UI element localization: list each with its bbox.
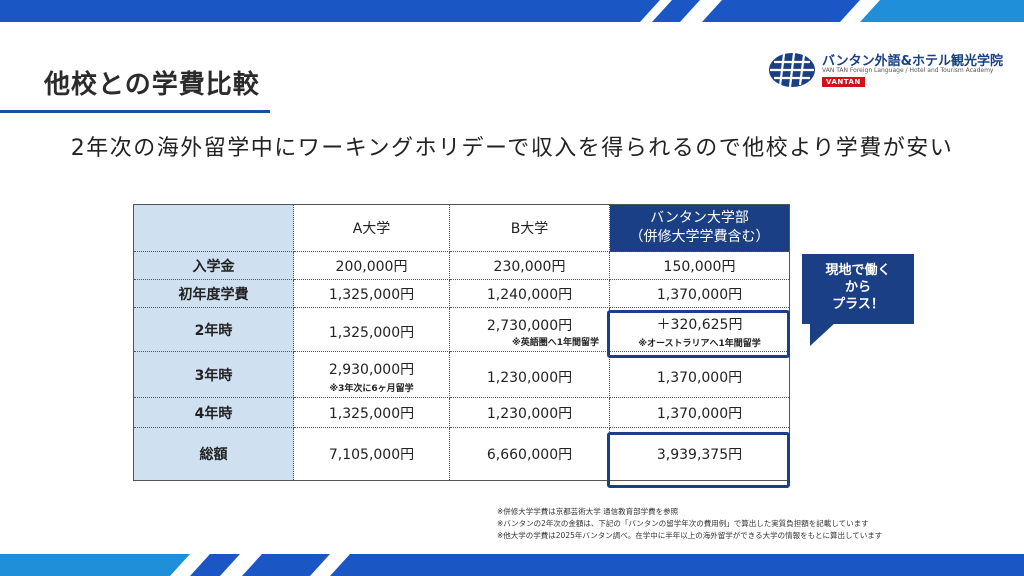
cell-a: 1,325,000円 [293, 397, 450, 428]
cell-b: 2,730,000円 ※英語圏へ1年間留学 [449, 307, 610, 352]
header-blank-cell [133, 204, 294, 252]
callout-bubble: 現地で働く から プラス！ [802, 254, 914, 354]
footnote: ※バンタンの2年次の金額は、下記の「バンタンの留学年次の費用例」で算出した実質負… [497, 519, 869, 528]
cell-vantan: ＋320,625円 ※オーストラリアへ1年間留学 [609, 307, 790, 352]
row-label: 総額 [133, 427, 294, 481]
header-vantan-note: （併修大学学費含む） [629, 229, 770, 245]
table-row: 初年度学費 1,325,000円 1,240,000円 1,370,000円 [133, 279, 790, 308]
header-vantan-name: バンタン大学部 [650, 210, 749, 227]
callout-line: 現地で働く [825, 263, 891, 278]
logo-school-name: バンタン外語&ホテル観光学院 [822, 54, 1003, 69]
table-row: 入学金 200,000円 230,000円 150,000円 [133, 251, 790, 280]
cell-a: 7,105,000円 [293, 427, 450, 481]
cell-b: 1,230,000円 [449, 351, 610, 398]
top-decorative-band [0, 0, 1024, 22]
footnote: ※併修大学学費は京都芸術大学 通信教育部学費を参照 [497, 507, 679, 516]
title-underline [0, 110, 270, 113]
table-header-row: A大学 B大学 バンタン大学部 （併修大学学費含む） [133, 204, 790, 252]
logo-english-name: VAN TAN Foreign Language / Hotel and Tou… [822, 67, 994, 74]
table-row-total: 総額 7,105,000円 6,660,000円 3,939,375円 [133, 427, 790, 481]
cell-b-note: ※英語圏へ1年間留学 [511, 338, 599, 348]
page-subtitle: 2年次の海外留学中にワーキングホリデーで収入を得られるので他校より学費が安い [70, 136, 954, 161]
table-row: 2年時 1,325,000円 2,730,000円 ※英語圏へ1年間留学 ＋32… [133, 307, 790, 352]
header-a-university: A大学 [293, 204, 450, 252]
callout-line: から [844, 280, 871, 295]
header-b-university: B大学 [449, 204, 610, 252]
row-label: 3年時 [133, 351, 294, 398]
cell-b: 1,240,000円 [449, 279, 610, 308]
cell-b: 1,230,000円 [449, 397, 610, 428]
cell-a-value: 2,930,000円 [328, 362, 415, 378]
tuition-comparison-table: A大学 B大学 バンタン大学部 （併修大学学費含む） 入学金 200,000円 … [133, 204, 790, 481]
callout-line: プラス！ [832, 297, 884, 312]
table-row: 3年時 2,930,000円 ※3年次に6ヶ月留学 1,230,000円 1,3… [133, 351, 790, 398]
cell-a: 2,930,000円 ※3年次に6ヶ月留学 [293, 351, 450, 398]
row-label: 2年時 [133, 307, 294, 352]
footnotes: ※併修大学学費は京都芸術大学 通信教育部学費を参照 ※バンタンの2年次の金額は、… [497, 506, 882, 542]
row-label: 4年時 [133, 397, 294, 428]
page-title: 他校との学費比較 [44, 70, 260, 100]
bottom-decorative-band [0, 554, 1024, 576]
cell-vantan: 150,000円 [609, 251, 790, 280]
cell-a: 1,325,000円 [293, 279, 450, 308]
cell-a: 200,000円 [293, 251, 450, 280]
cell-vantan: 3,939,375円 [609, 427, 790, 481]
cell-b-value: 2,730,000円 [486, 318, 573, 334]
cell-vantan-value: ＋320,625円 [656, 317, 743, 333]
cell-b: 6,660,000円 [449, 427, 610, 481]
cell-a-note: ※3年次に6ヶ月留学 [329, 384, 414, 394]
school-logo: バンタン外語&ホテル観光学院 VAN TAN Foreign Language … [768, 50, 1003, 92]
row-label: 入学金 [133, 251, 294, 280]
table-row: 4年時 1,325,000円 1,230,000円 1,370,000円 [133, 397, 790, 428]
cell-vantan: 1,370,000円 [609, 397, 790, 428]
cell-vantan: 1,370,000円 [609, 279, 790, 308]
logo-badge: VANTAN [822, 77, 865, 87]
header-vantan: バンタン大学部 （併修大学学費含む） [609, 204, 790, 252]
footnote: ※他大学の学費は2025年バンタン調べ。在学中に半年以上の海外留学ができる大学の… [497, 531, 883, 540]
cell-a: 1,325,000円 [293, 307, 450, 352]
cell-vantan: 1,370,000円 [609, 351, 790, 398]
cell-vantan-note: ※オーストラリアへ1年間留学 [638, 339, 761, 349]
callout-text: 現地で働く から プラス！ [802, 254, 914, 324]
cell-b: 230,000円 [449, 251, 610, 280]
callout-tail [810, 322, 836, 346]
row-label: 初年度学費 [133, 279, 294, 308]
globe-logo-icon [768, 52, 816, 88]
